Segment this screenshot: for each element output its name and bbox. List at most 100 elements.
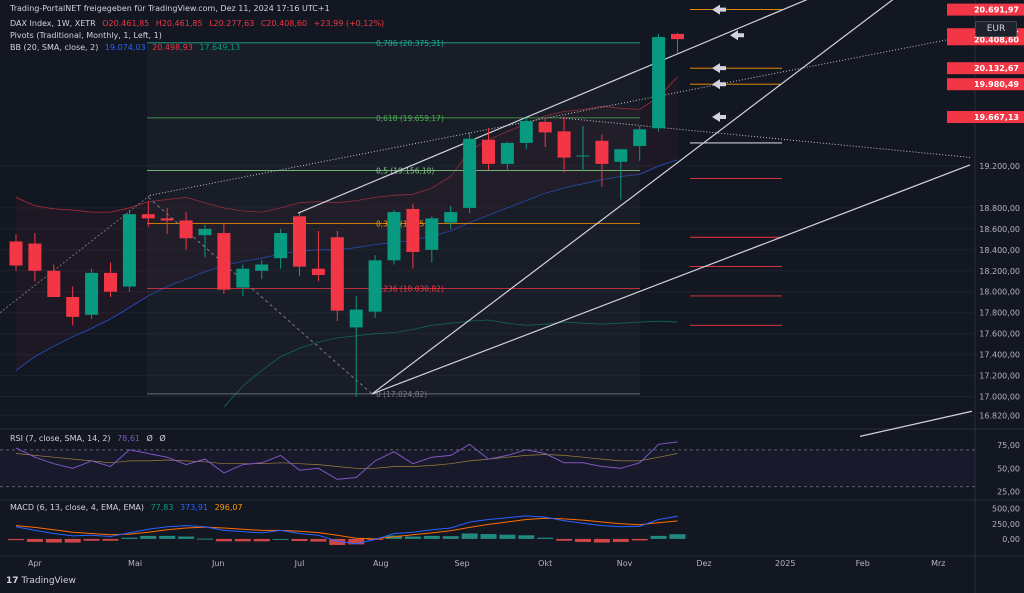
- symbol-name: DAX Index, 1W, XETR: [10, 19, 96, 28]
- macd-histogram-bar: [26, 538, 43, 542]
- candle-body: [179, 220, 193, 239]
- x-tick-label: Feb: [856, 559, 870, 568]
- macd-histogram-bar: [121, 537, 138, 539]
- y-tick-label: 17.000,00: [979, 393, 1020, 402]
- candle-body: [28, 243, 42, 271]
- macd-histogram-bar: [556, 538, 573, 541]
- macd-histogram-bar: [197, 538, 213, 540]
- y-tick-label: 16.820,00: [979, 411, 1020, 420]
- macd-label: MACD (6, 13, close, 4, EMA, EMA): [10, 503, 145, 512]
- macd-histogram-bar: [215, 538, 232, 542]
- pivots-legend[interactable]: Pivots (Traditional, Monthly, 1, Left, 1…: [10, 31, 162, 40]
- bb-lower-value: 17.649,13: [199, 43, 241, 52]
- pivots-label: Pivots (Traditional, Monthly, 1, Left, 1…: [10, 31, 162, 40]
- macd-histogram-bar: [348, 538, 365, 545]
- price-label-text: 20.132,67: [974, 64, 1019, 73]
- candle-body: [104, 272, 117, 292]
- macd-histogram-bar: [612, 538, 629, 542]
- rsi-ma-line: [15, 453, 678, 469]
- candle-body: [122, 214, 136, 287]
- chart-title: Trading-PortalNET freigegeben für Tradin…: [10, 4, 330, 13]
- rsi-tick-label: 75,00: [997, 441, 1020, 450]
- rsi-extra-2: Ø: [159, 434, 166, 443]
- macd-histogram-bar: [329, 538, 346, 545]
- rsi-band: [0, 449, 975, 487]
- ohlc-close: C20.408,60: [260, 19, 308, 28]
- price-label-box: [947, 62, 1024, 75]
- arrow-marker: [730, 30, 744, 41]
- x-tick-label: Dez: [696, 559, 711, 568]
- x-tick-label: Jun: [211, 559, 225, 568]
- arrow-marker: [712, 63, 726, 74]
- x-tick-label: Okt: [538, 559, 552, 568]
- macd-histogram-bar: [537, 537, 554, 539]
- candle-body: [500, 142, 514, 164]
- rsi-tick-label: 50,00: [997, 464, 1020, 473]
- candle-body: [633, 129, 647, 147]
- x-tick-label: Aug: [373, 559, 389, 568]
- macd-value: 373,91: [180, 503, 209, 512]
- y-tick-label: 18.800,00: [979, 204, 1020, 213]
- ohlc-change: +23,99 (+0,12%): [313, 19, 385, 28]
- rsi-value: 78,61: [117, 434, 140, 443]
- price-label-box: [947, 3, 1024, 16]
- x-tick-label: Sep: [455, 559, 470, 568]
- macd-histogram-bar: [291, 538, 308, 542]
- macd-histogram-bar: [631, 538, 648, 541]
- macd-legend[interactable]: MACD (6, 13, close, 4, EMA, EMA) 77,83 3…: [10, 503, 243, 512]
- candle-body: [47, 270, 61, 297]
- candle-body: [274, 233, 288, 259]
- candle-body: [311, 268, 325, 275]
- rsi-legend[interactable]: RSI (7, close, SMA, 14, 2) 78,61 Ø Ø: [10, 434, 166, 443]
- candle-body: [66, 296, 80, 317]
- macd-histogram-bar: [518, 535, 535, 539]
- bb-legend[interactable]: BB (20, SMA, close, 2) 19.074,03 20.498,…: [10, 43, 240, 52]
- price-label-text: 20.408,60: [974, 35, 1019, 44]
- candle-body: [614, 149, 628, 162]
- trend-line: [371, 0, 894, 395]
- bb-lower-line: [223, 319, 678, 408]
- macd-histogram-bar: [45, 538, 62, 543]
- macd-histogram-bar: [593, 538, 610, 543]
- macd-histogram-bar: [178, 536, 195, 539]
- macd-histogram-bar: [83, 538, 100, 541]
- y-tick-label: 17.600,00: [979, 330, 1020, 339]
- fib-level-label: 0,236 (18.030,82): [376, 284, 444, 293]
- candle-body: [463, 138, 477, 208]
- fib-level-label: 0 (17.024,82): [376, 390, 427, 399]
- candle-body: [160, 218, 174, 221]
- y-tick-label: 18.200,00: [979, 267, 1020, 276]
- candle-body: [519, 120, 533, 143]
- bb-basis-value: 19.074,03: [104, 43, 146, 52]
- x-tick-label: 2025: [775, 559, 795, 568]
- candle-body: [141, 214, 155, 219]
- candle-body: [198, 228, 212, 236]
- rsi-label: RSI (7, close, SMA, 14, 2): [10, 434, 111, 443]
- x-tick-label: Nov: [617, 559, 633, 568]
- y-tick-label: 17.800,00: [979, 309, 1020, 318]
- macd-histogram-bar: [404, 536, 421, 539]
- macd-tick-label: 250,00: [992, 520, 1020, 529]
- candle-body: [576, 155, 590, 157]
- macd-histogram-bar: [253, 538, 270, 542]
- ohlc-open: O20.461,85: [102, 19, 150, 28]
- y-tick-label: 17.200,00: [979, 372, 1020, 381]
- trend-line: [297, 0, 808, 214]
- x-tick-label: Apr: [28, 559, 43, 568]
- tradingview-logo[interactable]: 17 TradingView: [6, 576, 76, 586]
- candle-body: [444, 212, 458, 223]
- candle-body: [406, 208, 420, 252]
- bb-upper-value: 20.498,93: [152, 43, 193, 52]
- candle-body: [349, 309, 363, 328]
- macd-histogram-bar: [669, 534, 686, 539]
- y-tick-label: 18.600,00: [979, 225, 1020, 234]
- price-label-box: [947, 78, 1024, 91]
- candle-body: [482, 139, 495, 164]
- macd-histogram-bar: [461, 533, 478, 539]
- macd-signal-line: [15, 517, 678, 540]
- candle-body: [330, 237, 344, 311]
- currency-button[interactable]: EUR: [975, 21, 1017, 37]
- rsi-extra-1: Ø: [146, 434, 153, 443]
- bb-label: BB (20, SMA, close, 2): [10, 43, 99, 52]
